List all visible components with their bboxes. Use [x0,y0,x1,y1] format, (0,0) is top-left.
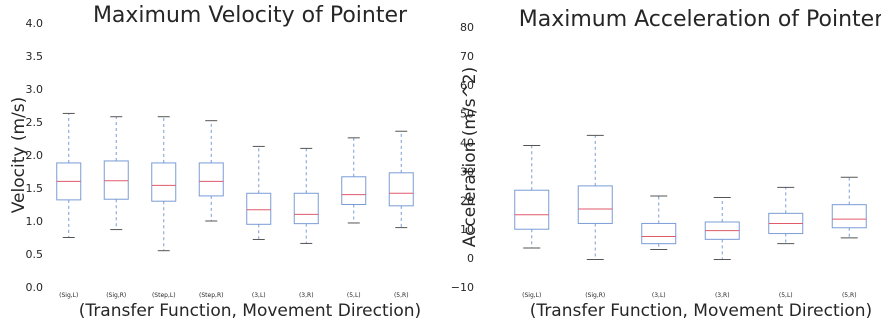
iqr-box [103,160,129,200]
x-tick-label: (3,R) [299,292,314,299]
y-tick-label: 10 [460,223,474,236]
y-tick-label: −10 [451,281,474,294]
acceleration-x-ticks: (Sig,L) (Sig,R) (3,L) (3,R) (5,L) (5,R) [522,292,856,299]
velocity-y-ticks: 0.0 0.5 1.0 1.5 2.0 2.5 3.0 3.5 4.0 [26,17,44,294]
iqr-box [388,172,414,207]
x-tick-label: (5,L) [779,292,793,299]
acceleration-chart-title: Maximum Acceleration of Pointer [519,7,881,32]
box-plot-2 [151,116,177,252]
acceleration-x-axis-label: (Transfer Function, Movement Direction) [530,301,872,321]
x-tick-label: (Sig,L) [59,292,78,299]
y-tick-label: 2.0 [26,149,44,162]
velocity-boxes [56,112,414,252]
velocity-y-axis-label: Velocity (m/s) [9,97,29,214]
x-tick-label: (Sig,R) [585,292,605,299]
iqr-box [641,222,677,245]
box-plot-0 [56,112,82,238]
x-tick-label: (3,R) [715,292,730,299]
velocity-chart: Maximum Velocity of Pointer Velocity (m/… [9,3,421,321]
y-tick-label: 0.0 [26,281,44,294]
x-tick-label: (3,L) [252,292,266,299]
iqr-box [831,204,867,229]
x-tick-label: (5,R) [842,292,857,299]
box-plot-2 [641,195,677,250]
velocity-x-axis-label: (Transfer Function, Movement Direction) [79,301,421,321]
y-tick-label: 4.0 [26,17,44,30]
y-tick-label: 40 [460,137,474,150]
x-tick-label: (Sig,L) [522,292,541,299]
box-plot-6 [341,137,367,224]
velocity-x-ticks: (Sig,L) (Sig,R) (Step,L) (Step,R) (3,L) (3,R)… [59,292,408,299]
y-tick-label: 70 [460,50,474,63]
box-plot-4 [246,145,272,240]
box-plot-3 [704,196,740,261]
box-plot-5 [293,147,319,244]
box-plot-0 [514,144,550,249]
x-tick-label: (Step,L) [152,292,176,299]
x-tick-label: (Sig,R) [106,292,126,299]
y-tick-label: 3.5 [26,50,44,63]
iqr-box [577,185,613,224]
y-tick-label: 50 [460,108,474,121]
x-tick-label: (Step,R) [199,292,223,299]
iqr-box [198,162,224,197]
box-plot-1 [577,134,613,261]
acceleration-y-ticks: −10 0 10 20 30 40 50 60 70 80 [451,21,474,294]
iqr-box [246,192,272,225]
iqr-box [514,189,550,230]
y-tick-label: 2.5 [26,116,44,129]
box-plot-4 [768,186,804,245]
box-plot-1 [103,116,129,231]
iqr-box [293,192,319,225]
acceleration-chart: Maximum Acceleration of Pointer Accelera… [451,7,881,321]
box-plot-3 [198,120,224,222]
y-tick-label: 30 [460,165,474,178]
y-tick-label: 3.0 [26,83,44,96]
x-tick-label: (5,R) [394,292,409,299]
y-tick-label: 0 [467,252,474,265]
x-tick-label: (3,L) [652,292,666,299]
y-tick-label: 80 [460,21,474,34]
y-tick-label: 0.5 [26,248,44,261]
y-tick-label: 1.5 [26,182,44,195]
iqr-box [151,162,177,202]
velocity-chart-title: Maximum Velocity of Pointer [93,3,408,28]
y-tick-label: 1.0 [26,215,44,228]
y-tick-label: 60 [460,79,474,92]
acceleration-boxes [514,134,867,261]
acceleration-y-axis-label: Acceleration (m/s^2) [460,67,480,248]
x-tick-label: (5,L) [347,292,361,299]
y-tick-label: 20 [460,194,474,207]
box-plot-5 [831,176,867,239]
iqr-box [341,176,367,205]
box-plot-7 [388,130,414,229]
